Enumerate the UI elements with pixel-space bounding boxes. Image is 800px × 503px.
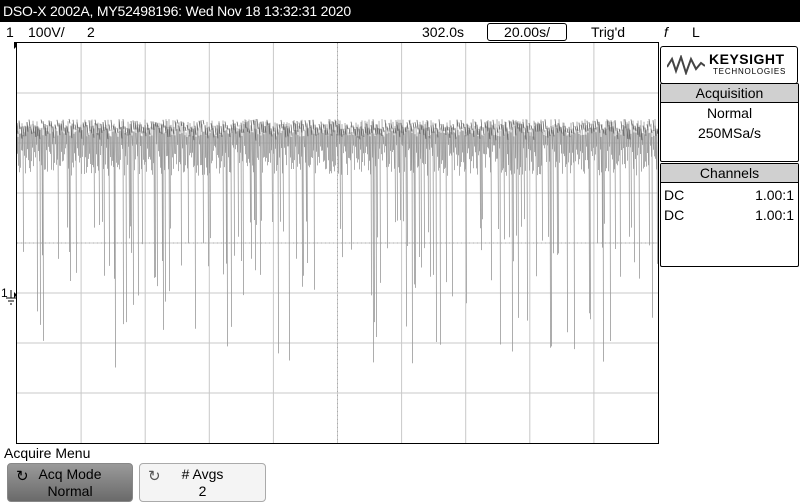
- acquisition-sample-rate: 250MSa/s: [697, 125, 762, 141]
- acq-mode-label: Acq Mode: [38, 466, 102, 482]
- trigger-source[interactable]: L: [692, 24, 700, 40]
- trigger-slope-icon[interactable]: f: [664, 24, 668, 40]
- channel1-label[interactable]: 1: [6, 24, 14, 40]
- waveform-trace: [17, 118, 658, 368]
- menu-title: Acquire Menu: [4, 445, 91, 461]
- acquisition-mode: Normal: [706, 105, 753, 121]
- title-text: DSO-X 2002A, MY52498196: Wed Nov 18 13:3…: [3, 3, 351, 19]
- trigger-status: Trig'd: [591, 24, 626, 40]
- rotate-knob-icon: ↻: [16, 468, 29, 485]
- timebase-value: 20.00s/: [504, 24, 550, 40]
- channel-coupling: DC: [664, 187, 685, 203]
- timebase-box[interactable]: 20.00s/: [487, 23, 567, 41]
- channel-row: DC 1.00:1: [661, 205, 798, 225]
- logo-sub-text: TECHNOLOGIES: [713, 67, 787, 76]
- waveform-display[interactable]: [16, 42, 659, 444]
- channel-probe: 1.00:1: [755, 207, 794, 223]
- channel1-ground-marker[interactable]: 1: [1, 286, 8, 300]
- avgs-label: # Avgs: [181, 466, 224, 482]
- avgs-softkey[interactable]: ↻ # Avgs 2: [139, 463, 266, 502]
- time-delay[interactable]: 302.0s: [422, 24, 465, 40]
- logo-main-text: KEYSIGHT: [709, 51, 785, 67]
- waveform-svg: [17, 43, 658, 443]
- keysight-wave-icon: [667, 55, 705, 75]
- channel-coupling: DC: [664, 207, 685, 223]
- channel1-scale[interactable]: 100V/: [28, 24, 65, 40]
- channels-header: Channels: [661, 164, 798, 183]
- title-bar: DSO-X 2002A, MY52498196: Wed Nov 18 13:3…: [0, 0, 800, 22]
- channels-panel: Channels DC 1.00:1 DC 1.00:1: [660, 163, 799, 267]
- avgs-value: 2: [198, 483, 207, 499]
- acq-mode-softkey[interactable]: ↻ Acq Mode Normal: [7, 463, 133, 502]
- channel-probe: 1.00:1: [755, 187, 794, 203]
- acquisition-header: Acquisition: [661, 84, 798, 103]
- channel-row: DC 1.00:1: [661, 185, 798, 205]
- acquisition-panel: Acquisition Normal 250MSa/s: [660, 83, 799, 162]
- ground-marker-label: 1: [1, 286, 8, 300]
- waveform-trace-edge: [17, 118, 658, 141]
- acq-mode-value: Normal: [47, 483, 93, 499]
- rotate-knob-icon: ↻: [148, 468, 161, 485]
- channel2-label[interactable]: 2: [87, 24, 95, 40]
- keysight-logo: KEYSIGHT TECHNOLOGIES: [660, 46, 798, 84]
- status-bar: 1 100V/ 2 302.0s 20.00s/ Trig'd f L: [0, 22, 800, 42]
- ground-icon: [6, 290, 17, 305]
